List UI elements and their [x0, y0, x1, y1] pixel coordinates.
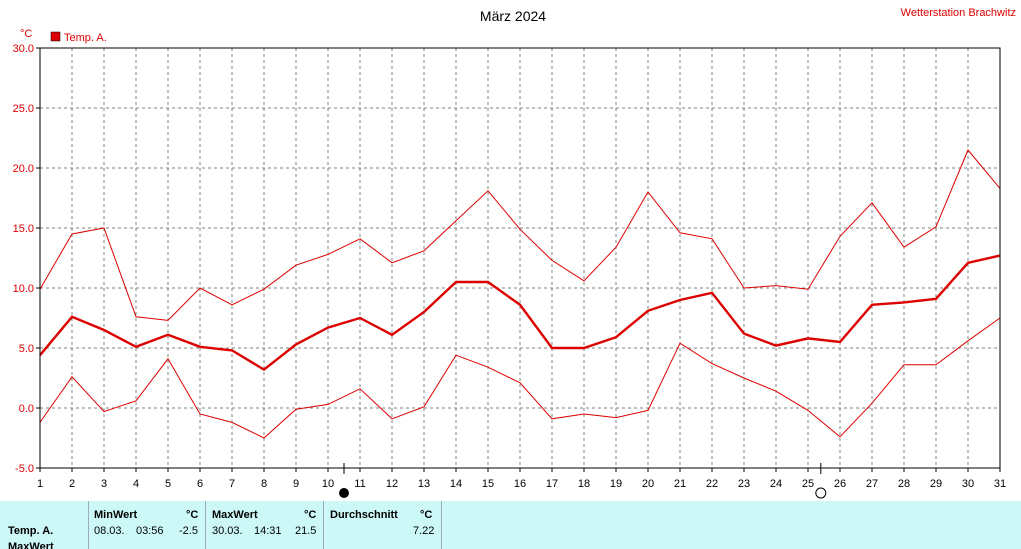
x-tick-label: 12 — [386, 478, 398, 490]
y-tick-label: 30.0 — [13, 43, 34, 55]
stats-avg-cell: Durchschnitt °C 7.22 — [324, 501, 442, 549]
x-tick-label: 2 — [69, 478, 75, 490]
y-axis-unit: °C — [20, 28, 32, 40]
max-date: 30.03. — [212, 525, 243, 537]
moon-markers — [339, 463, 827, 499]
series-line-mean — [39, 254, 1001, 372]
x-tick-label: 26 — [834, 478, 846, 490]
min-value: -2.5 — [179, 525, 198, 537]
x-tick-label: 20 — [642, 478, 654, 490]
plot-frame — [39, 47, 1001, 469]
x-tick-label: 9 — [293, 478, 299, 490]
full-moon-icon — [339, 488, 349, 498]
x-tick-label: 3 — [101, 478, 107, 490]
station-name: Wetterstation Brachwitz — [901, 7, 1016, 19]
x-tick-label: 8 — [261, 478, 267, 490]
x-tick-label: 17 — [546, 478, 558, 490]
y-tick-label: 15.0 — [13, 223, 34, 235]
y-tick-label: 10.0 — [13, 283, 34, 295]
min-header: MinWert — [94, 509, 138, 521]
x-tick-label: 15 — [482, 478, 494, 490]
x-tick-label: 22 — [706, 478, 718, 490]
grid — [40, 48, 1000, 468]
max-value: 21.5 — [295, 525, 317, 537]
x-tick-label: 31 — [994, 478, 1006, 490]
x-tick-label: 29 — [930, 478, 942, 490]
chart-title: März 2024 — [480, 8, 546, 24]
x-tick-label: 23 — [738, 478, 750, 490]
y-tick-label: 5.0 — [19, 343, 34, 355]
x-tick-label: 21 — [674, 478, 686, 490]
x-tick-label: 10 — [322, 478, 334, 490]
avg-unit: °C — [420, 509, 433, 521]
y-tick-label: 0.0 — [19, 403, 34, 415]
y-tick-label: 20.0 — [13, 163, 34, 175]
x-tick-label: 28 — [898, 478, 910, 490]
avg-value: 7.22 — [413, 525, 435, 537]
x-tick-label: 19 — [610, 478, 622, 490]
stats-panel: Temp. A. MaxWert MinWert °C 08.03. 03:56… — [0, 501, 1021, 549]
stats-row-label: Temp. A. — [8, 525, 54, 537]
stats-max-cell: MaxWert °C 30.03. 14:31 21.5 — [206, 501, 324, 549]
stats-row-label-2: MaxWert — [8, 541, 54, 549]
stats-min-cell: MinWert °C 08.03. 03:56 -2.5 — [89, 501, 206, 549]
x-tick-label: 6 — [197, 478, 203, 490]
x-tick-label: 14 — [450, 478, 462, 490]
legend-swatch — [50, 31, 61, 42]
new-moon-icon — [815, 487, 827, 499]
x-ticks: 1 2 3 4 5 6 7 8 9 10 11 12 13 14 15 16 17 18 19 20 21 22 23 24 2… — [37, 468, 1006, 490]
min-time: 03:56 — [136, 525, 164, 537]
x-tick-label: 13 — [418, 478, 430, 490]
chart: März 2024 Wetterstation Brachwitz °C Tem… — [13, 7, 1016, 499]
max-unit: °C — [304, 509, 317, 521]
series-line-max — [39, 149, 1001, 321]
avg-header: Durchschnitt — [330, 509, 398, 521]
stats-label-cell: Temp. A. MaxWert — [0, 501, 89, 549]
x-tick-label: 18 — [578, 478, 590, 490]
series-lines — [39, 149, 1001, 439]
max-time: 14:31 — [254, 525, 282, 537]
min-date: 08.03. — [94, 525, 125, 537]
legend-label: Temp. A. — [64, 32, 107, 44]
x-tick-label: 4 — [133, 478, 139, 490]
max-header: MaxWert — [212, 509, 258, 521]
x-tick-label: 16 — [514, 478, 526, 490]
x-tick-label: 25 — [802, 478, 814, 490]
y-ticks: 30.0 25.0 20.0 15.0 10.0 5.0 0.0 -5.0 — [13, 43, 40, 475]
y-tick-label: -5.0 — [15, 463, 34, 475]
x-tick-label: 30 — [962, 478, 974, 490]
x-tick-label: 1 — [37, 478, 43, 490]
min-unit: °C — [186, 509, 199, 521]
x-tick-label: 11 — [354, 478, 365, 490]
series-line-min — [39, 317, 1001, 439]
x-tick-label: 27 — [866, 478, 878, 490]
y-tick-label: 25.0 — [13, 103, 34, 115]
x-tick-label: 24 — [770, 478, 782, 490]
x-tick-label: 5 — [165, 478, 171, 490]
x-tick-label: 7 — [229, 478, 235, 490]
